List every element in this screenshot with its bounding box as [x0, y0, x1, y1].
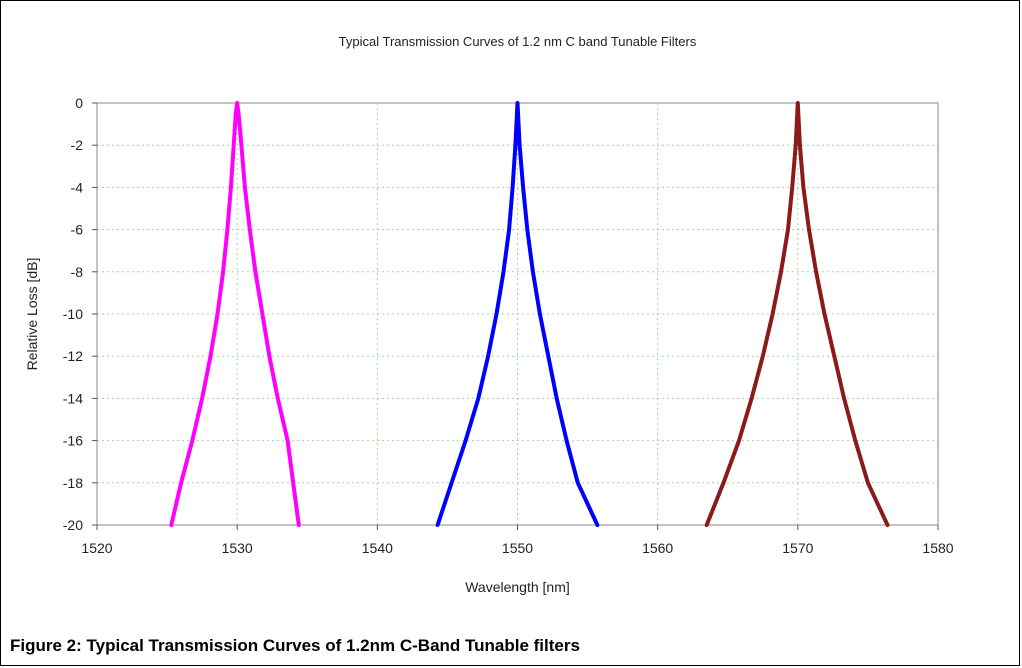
- series-line-2: [435, 101, 600, 527]
- y-axis-label: Relative Loss [dB]: [24, 258, 40, 371]
- series-line-3: [704, 101, 890, 527]
- x-axis-ticks: 1520 1530 1540 1550 1560 1570 1580: [81, 525, 954, 556]
- chart-title: Typical Transmission Curves of 1.2 nm C …: [339, 34, 697, 49]
- figure-caption: Figure 2: Typical Transmission Curves of…: [10, 636, 580, 655]
- y-tick-label: 0: [75, 95, 83, 111]
- y-tick-label: -6: [71, 222, 84, 238]
- x-tick-label: 1580: [922, 540, 953, 556]
- x-tick-label: 1540: [362, 540, 393, 556]
- series-group: [169, 101, 890, 527]
- y-tick-label: -4: [71, 179, 84, 195]
- grid-lines: [97, 103, 938, 525]
- y-tick-label: -14: [63, 390, 83, 406]
- y-tick-label: -12: [63, 348, 83, 364]
- y-tick-label: -8: [71, 264, 84, 280]
- x-tick-label: 1570: [782, 540, 813, 556]
- y-tick-label: -18: [63, 475, 83, 491]
- x-tick-label: 1520: [81, 540, 112, 556]
- y-tick-label: -20: [63, 517, 83, 533]
- y-tick-label: -2: [71, 137, 84, 153]
- series-line-1: [169, 101, 301, 527]
- transmission-chart: Typical Transmission Curves of 1.2 nm C …: [24, 34, 954, 595]
- x-tick-label: 1550: [502, 540, 533, 556]
- x-tick-label: 1560: [642, 540, 673, 556]
- y-axis-ticks: 0 -2 -4 -6 -8 -10 -12 -14 -16 -18 -20: [63, 95, 97, 533]
- x-axis-label: Wavelength [nm]: [465, 579, 570, 595]
- y-tick-label: -10: [63, 306, 83, 322]
- y-tick-label: -16: [63, 433, 83, 449]
- x-tick-label: 1530: [222, 540, 253, 556]
